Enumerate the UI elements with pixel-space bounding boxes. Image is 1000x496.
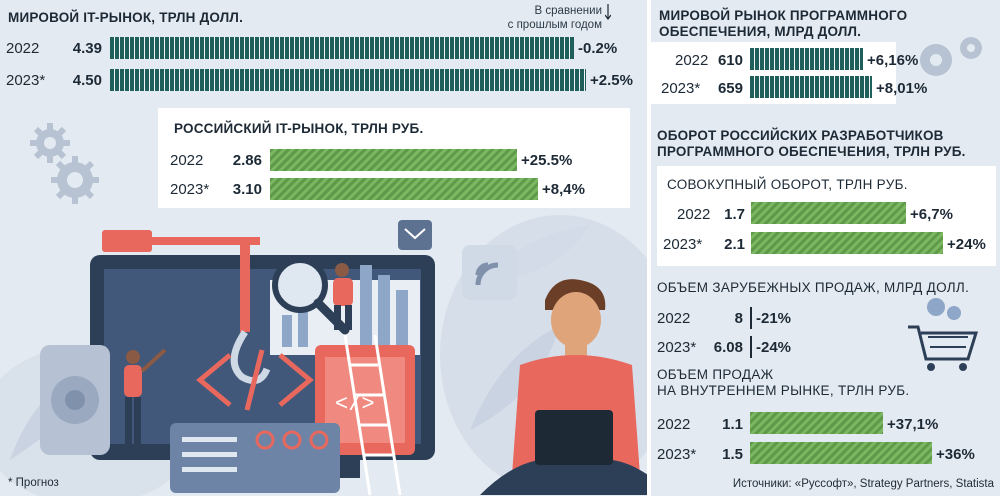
foreign-sales-value-2023: 6.08 [713,339,743,356]
comparison-note: В сравнении с прошлым годом [507,5,602,31]
domestic-value-2022: 1.1 [722,416,743,433]
russian-it-value-2022: 2.86 [232,152,262,169]
total-turnover-year-2023: 2023* [663,236,703,253]
world-sw-change-2022: +6,16% [867,52,919,69]
world-it-change-2023: +2.5% [590,72,633,89]
world-it-title: МИРОВОЙ IT-РЫНОК, ТРЛН ДОЛЛ. [8,10,244,25]
russian-it-title: РОССИЙСКИЙ IT-РЫНОК, ТРЛН РУБ. [174,121,424,136]
mail-icon [398,220,432,250]
ru-dev-title: ОБОРОТ РОССИЙСКИХ РАЗРАБОТЧИКОВ ПРОГРАММ… [657,128,966,159]
foreign-sales-value-2022: 8 [734,310,743,327]
wifi-icon [462,245,517,300]
world-it-year-2022: 2022 [6,40,40,57]
russian-it-value-2023: 3.10 [232,181,262,198]
total-turnover-year-2022: 2022 [677,206,711,223]
world-it-bar-2023 [110,69,586,91]
domestic-change-2023: +36% [936,446,975,463]
total-turnover-bar-2022 [751,202,906,224]
world-sw-title: МИРОВОЙ РЫНОК ПРОГРАММНОГО ОБЕСПЕЧЕНИЯ, … [659,8,908,39]
total-turnover-bar-2023 [751,232,943,254]
russian-it-change-2023: +8,4% [542,181,585,198]
world-sw-bar-2023 [750,76,872,98]
russian-it-change-2022: +25.5% [521,152,573,169]
world-it-value-2023: 4.50 [72,72,102,89]
world-it-year-2023: 2023* [6,72,46,89]
domestic-year-2022: 2022 [657,416,691,433]
russian-it-bar-2022 [270,149,517,171]
person-icon [333,263,353,330]
gear-icon [920,37,982,76]
illustration: </> [0,215,647,496]
russian-it-year-2022: 2022 [170,152,204,169]
forecast-footnote: * Прогноз [8,477,59,489]
world-it-value-2022: 4.39 [72,40,102,57]
arrow-down-icon [605,4,611,20]
crane-hook-icon [230,330,271,385]
russian-it-year-2023: 2023* [170,181,210,198]
foreign-sales-change-2023: -24% [756,339,792,356]
foreign-sales-year-2022: 2022 [657,310,691,327]
total-turnover-value-2023: 2.1 [724,236,745,253]
world-sw-change-2023: +8,01% [876,80,928,97]
russian-it-bar-2023 [270,178,538,200]
domestic-bar-2022 [750,412,883,434]
total-turnover-title: СОВОКУПНЫЙ ОБОРОТ, ТРЛН РУБ. [667,177,908,192]
right-panel: МИРОВОЙ РЫНОК ПРОГРАММНОГО ОБЕСПЕЧЕНИЯ, … [651,0,1000,496]
foreign-sales-tick-2022 [750,307,752,329]
foreign-sales-title: ОБЪЕМ ЗАРУБЕЖНЫХ ПРОДАЖ, МЛРД ДОЛЛ. [657,280,970,295]
magnifier-icon [272,257,350,335]
foreign-sales-year-2023: 2023* [657,339,697,356]
world-sw-year-2023: 2023* [661,80,701,97]
world-sw-value-2022: 610 [717,52,743,69]
total-turnover-change-2022: +6,7% [910,206,953,223]
domestic-change-2022: +37,1% [887,416,939,433]
world-sw-year-2022: 2022 [675,52,709,69]
world-sw-value-2023: 659 [717,80,743,97]
person-icon [480,279,647,495]
world-it-bar-2022 [110,37,574,59]
sources-note: Источники: «Руссофт», Strategy Partners,… [732,478,994,490]
domestic-bar-2023 [750,442,932,464]
left-panel: </> [0,0,647,496]
domestic-value-2023: 1.5 [722,446,743,463]
total-turnover-value-2022: 1.7 [724,206,745,223]
foreign-sales-tick-2023 [750,336,752,358]
gear-icon [30,123,99,204]
shopping-cart-icon [908,298,979,371]
person-icon [124,348,167,447]
world-it-change-2022: -0.2% [578,40,618,57]
world-sw-bar-2022 [750,48,863,70]
domestic-year-2023: 2023* [657,446,697,463]
total-turnover-change-2023: +24% [947,236,986,253]
foreign-sales-change-2022: -21% [756,310,792,327]
domestic-sales-title: ОБЪЕМ ПРОДАЖ НА ВНУТРЕННЕМ РЫНКЕ, ТРЛН Р… [657,367,910,398]
